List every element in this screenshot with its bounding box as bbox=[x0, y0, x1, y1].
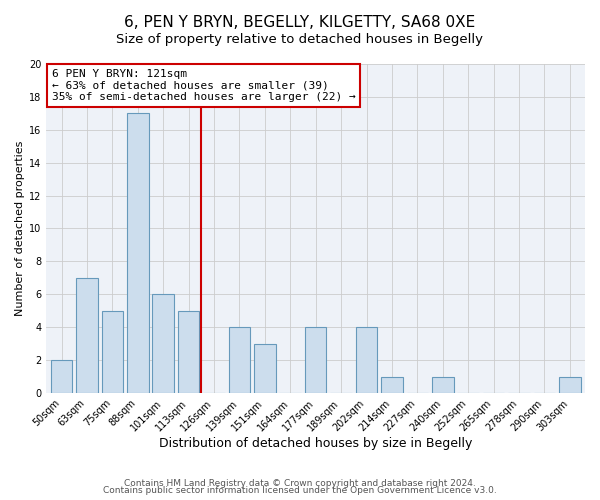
Bar bbox=[305, 327, 326, 393]
Bar bbox=[254, 344, 275, 393]
Bar bbox=[51, 360, 73, 393]
Text: Contains public sector information licensed under the Open Government Licence v3: Contains public sector information licen… bbox=[103, 486, 497, 495]
Bar bbox=[432, 376, 454, 393]
Bar bbox=[127, 114, 149, 393]
Bar bbox=[559, 376, 581, 393]
Bar bbox=[76, 278, 98, 393]
X-axis label: Distribution of detached houses by size in Begelly: Distribution of detached houses by size … bbox=[159, 437, 472, 450]
Bar bbox=[356, 327, 377, 393]
Text: Contains HM Land Registry data © Crown copyright and database right 2024.: Contains HM Land Registry data © Crown c… bbox=[124, 478, 476, 488]
Text: Size of property relative to detached houses in Begelly: Size of property relative to detached ho… bbox=[116, 32, 484, 46]
Bar bbox=[101, 310, 123, 393]
Bar bbox=[381, 376, 403, 393]
Text: 6, PEN Y BRYN, BEGELLY, KILGETTY, SA68 0XE: 6, PEN Y BRYN, BEGELLY, KILGETTY, SA68 0… bbox=[124, 15, 476, 30]
Bar bbox=[152, 294, 174, 393]
Bar bbox=[229, 327, 250, 393]
Bar bbox=[178, 310, 199, 393]
Y-axis label: Number of detached properties: Number of detached properties bbox=[15, 141, 25, 316]
Text: 6 PEN Y BRYN: 121sqm
← 63% of detached houses are smaller (39)
35% of semi-detac: 6 PEN Y BRYN: 121sqm ← 63% of detached h… bbox=[52, 69, 356, 102]
